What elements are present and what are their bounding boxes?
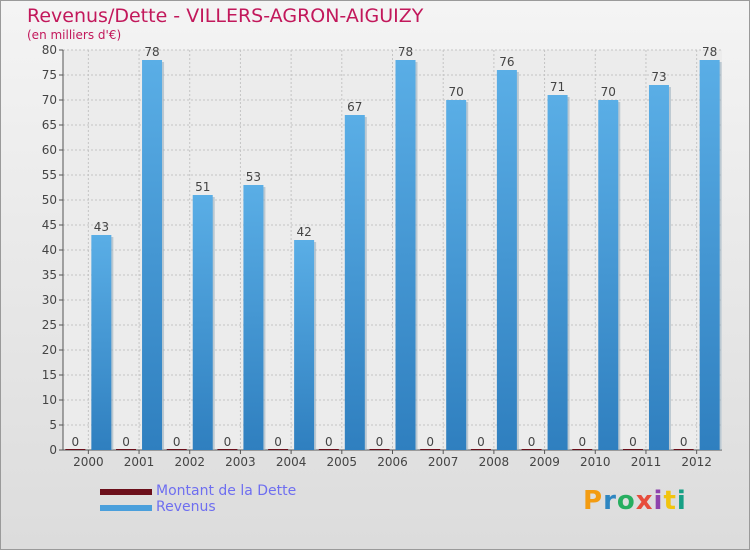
legend-swatch-debt xyxy=(100,489,152,495)
y-tick-label: 60 xyxy=(42,143,57,157)
bar-revenue xyxy=(91,235,112,450)
x-tick-label: 2006 xyxy=(377,455,408,469)
y-tick-label: 10 xyxy=(42,393,57,407)
bar-revenue xyxy=(344,115,365,450)
value-label-debt: 0 xyxy=(376,435,384,449)
value-label-debt: 0 xyxy=(122,435,130,449)
bar-revenue xyxy=(648,85,669,450)
y-tick-label: 0 xyxy=(49,443,57,457)
bar-debt xyxy=(166,449,187,450)
bar-revenue xyxy=(446,100,467,450)
x-tick-label: 2000 xyxy=(73,455,104,469)
bar-revenue xyxy=(243,185,264,450)
bar-debt xyxy=(116,449,137,450)
value-label-revenue: 42 xyxy=(296,225,311,239)
x-tick-label: 2012 xyxy=(681,455,712,469)
value-label-debt: 0 xyxy=(477,435,485,449)
bar-debt xyxy=(318,449,339,450)
value-label-revenue: 73 xyxy=(651,70,666,84)
x-tick-label: 2008 xyxy=(479,455,510,469)
y-tick-label: 50 xyxy=(42,193,57,207)
y-tick-label: 55 xyxy=(42,168,57,182)
bar-revenue xyxy=(395,60,416,450)
bar-debt xyxy=(622,449,643,450)
value-label-debt: 0 xyxy=(426,435,434,449)
legend-label-revenue: Revenus xyxy=(156,499,216,515)
bar-revenue xyxy=(142,60,163,450)
bar-debt xyxy=(268,449,289,450)
bar-revenue xyxy=(294,240,315,450)
value-label-revenue: 53 xyxy=(246,170,261,184)
chart-subtitle: (en milliers d'€) xyxy=(27,28,122,42)
value-label-revenue: 70 xyxy=(449,85,464,99)
value-label-revenue: 70 xyxy=(601,85,616,99)
y-tick-label: 30 xyxy=(42,293,57,307)
x-tick-label: 2005 xyxy=(327,455,358,469)
value-label-revenue: 76 xyxy=(499,55,514,69)
y-tick-label: 70 xyxy=(42,93,57,107)
y-tick-label: 65 xyxy=(42,118,57,132)
value-label-debt: 0 xyxy=(629,435,637,449)
value-label-revenue: 78 xyxy=(398,45,413,59)
value-label-debt: 0 xyxy=(680,435,688,449)
legend-label-debt: Montant de la Dette xyxy=(156,483,297,499)
bar-debt xyxy=(572,449,593,450)
bar-debt xyxy=(65,449,86,450)
value-label-revenue: 67 xyxy=(347,100,362,114)
value-label-revenue: 78 xyxy=(702,45,717,59)
bar-revenue xyxy=(699,60,720,450)
bar-revenue xyxy=(547,95,568,450)
bar-marks xyxy=(65,60,722,450)
x-tick-label: 2001 xyxy=(124,455,155,469)
bar-revenue xyxy=(192,195,213,450)
y-tick-label: 35 xyxy=(42,268,57,282)
x-tick-label: 2003 xyxy=(225,455,256,469)
value-label-revenue: 71 xyxy=(550,80,565,94)
x-tick-label: 2011 xyxy=(631,455,662,469)
bar-debt xyxy=(217,449,238,450)
bar-debt xyxy=(369,449,390,450)
y-tick-label: 75 xyxy=(42,68,57,82)
y-tick-label: 15 xyxy=(42,368,57,382)
x-tick-label: 2002 xyxy=(174,455,205,469)
y-tick-label: 25 xyxy=(42,318,57,332)
y-tick-label: 20 xyxy=(42,343,57,357)
value-labels: 0 43 0 78 0 51 0 53 0 42 0 67 0 78 0 70 0 76 0 71 0 70 0 73 0 78 xyxy=(72,45,718,449)
value-label-debt: 0 xyxy=(325,435,333,449)
value-label-debt: 0 xyxy=(72,435,80,449)
value-label-debt: 0 xyxy=(173,435,181,449)
value-label-debt: 0 xyxy=(528,435,536,449)
legend-swatch-revenue xyxy=(100,505,152,511)
value-label-debt: 0 xyxy=(578,435,586,449)
proxiti-logo: Proxiti xyxy=(583,486,687,516)
bar-debt xyxy=(521,449,542,450)
y-tick-label: 40 xyxy=(42,243,57,257)
bar-debt xyxy=(673,449,694,450)
value-label-debt: 0 xyxy=(274,435,282,449)
y-tick-label: 5 xyxy=(49,418,57,432)
value-label-revenue: 51 xyxy=(195,180,210,194)
bar-revenue xyxy=(598,100,619,450)
x-tick-label: 2009 xyxy=(529,455,560,469)
y-tick-label: 45 xyxy=(42,218,57,232)
x-tick-label: 2004 xyxy=(276,455,307,469)
value-label-debt: 0 xyxy=(224,435,232,449)
value-label-revenue: 78 xyxy=(144,45,159,59)
bar-debt xyxy=(470,449,491,450)
value-label-revenue: 43 xyxy=(94,220,109,234)
x-tick-label: 2010 xyxy=(580,455,611,469)
chart-title: Revenus/Dette - VILLERS-AGRON-AIGUIZY xyxy=(27,5,424,27)
x-tick-label: 2007 xyxy=(428,455,459,469)
bar-debt xyxy=(420,449,441,450)
y-tick-label: 80 xyxy=(42,43,57,57)
bar-revenue xyxy=(496,70,517,450)
